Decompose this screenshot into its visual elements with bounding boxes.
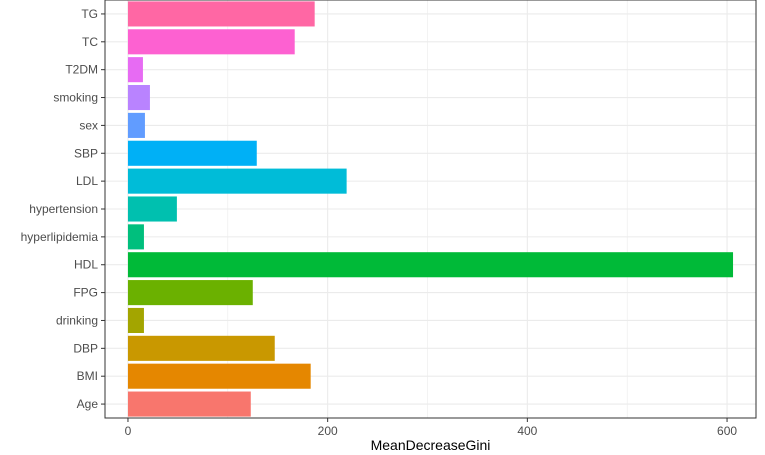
y-tick-label: LDL	[76, 174, 98, 188]
x-tick-label: 200	[318, 424, 338, 438]
x-tick-label: 0	[125, 424, 132, 438]
bar-tg	[127, 1, 315, 27]
x-axis-title: MeanDecreaseGini	[371, 437, 491, 453]
bar-smoking	[127, 84, 150, 111]
y-tick-label: DBP	[73, 341, 98, 355]
bar-dbp	[127, 335, 275, 361]
y-tick-label: TG	[81, 7, 98, 21]
y-tick-label: drinking	[56, 313, 98, 327]
bars	[127, 1, 734, 417]
bar-hyperlipidemia	[127, 224, 144, 250]
y-tick-label: sex	[79, 118, 98, 132]
bar-sbp	[127, 140, 257, 166]
y-tick-label: Age	[77, 397, 99, 411]
bar-hypertension	[127, 196, 177, 222]
bar-ldl	[127, 168, 347, 194]
bar-sex	[127, 112, 145, 138]
x-tick-label: 400	[517, 424, 537, 438]
y-tick-label: FPG	[73, 286, 98, 300]
bar-tc	[127, 29, 295, 55]
bar-hdl	[127, 252, 734, 278]
y-tick-label: hypertension	[29, 202, 98, 216]
bar-fpg	[127, 280, 253, 306]
bar-t2dm	[127, 57, 143, 83]
x-tick-label: 600	[717, 424, 737, 438]
y-tick-label: T2DM	[65, 63, 98, 77]
y-tick-label: SBP	[74, 146, 98, 160]
y-tick-label: smoking	[53, 91, 98, 105]
y-axis-ticks: Age BMI DBP drinking FPG HDL hyperlipidemia hyp…	[21, 7, 105, 411]
y-tick-label: hyperlipidemia	[21, 230, 99, 244]
bar-drinking	[127, 307, 144, 334]
y-tick-label: HDL	[74, 258, 98, 272]
x-axis-ticks: 0 200 400 600	[125, 418, 737, 438]
y-tick-label: BMI	[77, 369, 98, 383]
y-tick-label: TC	[82, 35, 98, 49]
bar-bmi	[127, 363, 311, 389]
bar-age	[127, 391, 251, 417]
